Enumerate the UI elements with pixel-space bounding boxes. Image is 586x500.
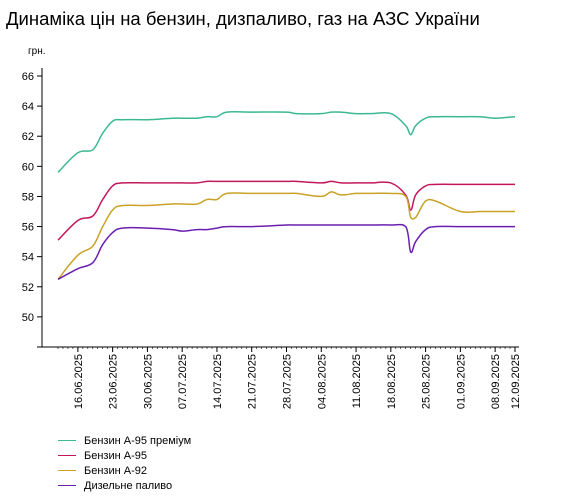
legend-swatch — [58, 470, 76, 471]
legend-item: Бензин А-95 преміум — [58, 433, 191, 448]
y-tick-label: 58 — [22, 191, 34, 203]
x-tick-label: 11.08.2025 — [351, 354, 363, 408]
legend-label: Бензин А-95 преміум — [84, 434, 192, 447]
y-tick-label: 62 — [22, 131, 34, 143]
x-tick-label: 28.07.2025 — [282, 354, 294, 409]
series-line-2 — [57, 180, 515, 241]
x-tick-label: 25.08.2025 — [421, 354, 433, 409]
x-tick-label: 16.06.2025 — [73, 354, 85, 409]
series-line-4 — [57, 223, 515, 280]
legend-swatch — [58, 455, 76, 456]
legend-item: Бензин А-92 — [58, 463, 191, 478]
series-line-3 — [57, 191, 515, 280]
y-tick-label: 64 — [22, 101, 34, 113]
x-tick-label: 23.06.2025 — [108, 354, 120, 409]
y-tick-label: 52 — [22, 282, 34, 294]
legend-label: Дизельне паливо — [84, 479, 173, 492]
chart-legend: Бензин А-95 преміум Бензин А-95 Бензин А-9… — [58, 433, 191, 493]
x-tick-label: 04.08.2025 — [316, 354, 328, 409]
legend-swatch — [58, 440, 76, 441]
y-tick-label: 50 — [22, 312, 34, 324]
y-axis-label: грн. — [28, 46, 46, 57]
legend-item: Дизельне паливо — [58, 478, 191, 493]
y-tick-label: 56 — [22, 222, 34, 234]
chart-title: Динаміка цін на бензин, дизпаливо, газ н… — [6, 8, 480, 29]
legend-item: Бензин А-95 — [58, 448, 191, 463]
x-tick-label: 18.08.2025 — [386, 354, 398, 409]
y-tick-label: 66 — [22, 71, 34, 83]
x-tick-label: 07.07.2025 — [177, 354, 189, 409]
x-tick-label: 08.09.2025 — [490, 354, 502, 409]
series-line-1 — [57, 110, 516, 173]
x-tick-label: 01.09.2025 — [455, 354, 467, 409]
line-chart: грн. 50 52 54 56 58 60 62 64 66 16.06.2025 23.06.20… — [22, 46, 522, 409]
legend-label: Бензин А-95 — [84, 449, 147, 462]
y-tick-label: 54 — [22, 252, 34, 264]
legend-swatch — [58, 485, 76, 486]
x-tick-label: 30.06.2025 — [142, 354, 154, 409]
x-tick-label: 21.07.2025 — [247, 354, 259, 409]
y-tick-label: 60 — [22, 161, 34, 173]
legend-label: Бензин А-92 — [84, 464, 147, 477]
x-tick-label: 12.09.2025 — [510, 354, 522, 409]
x-tick-label: 14.07.2025 — [212, 354, 224, 409]
